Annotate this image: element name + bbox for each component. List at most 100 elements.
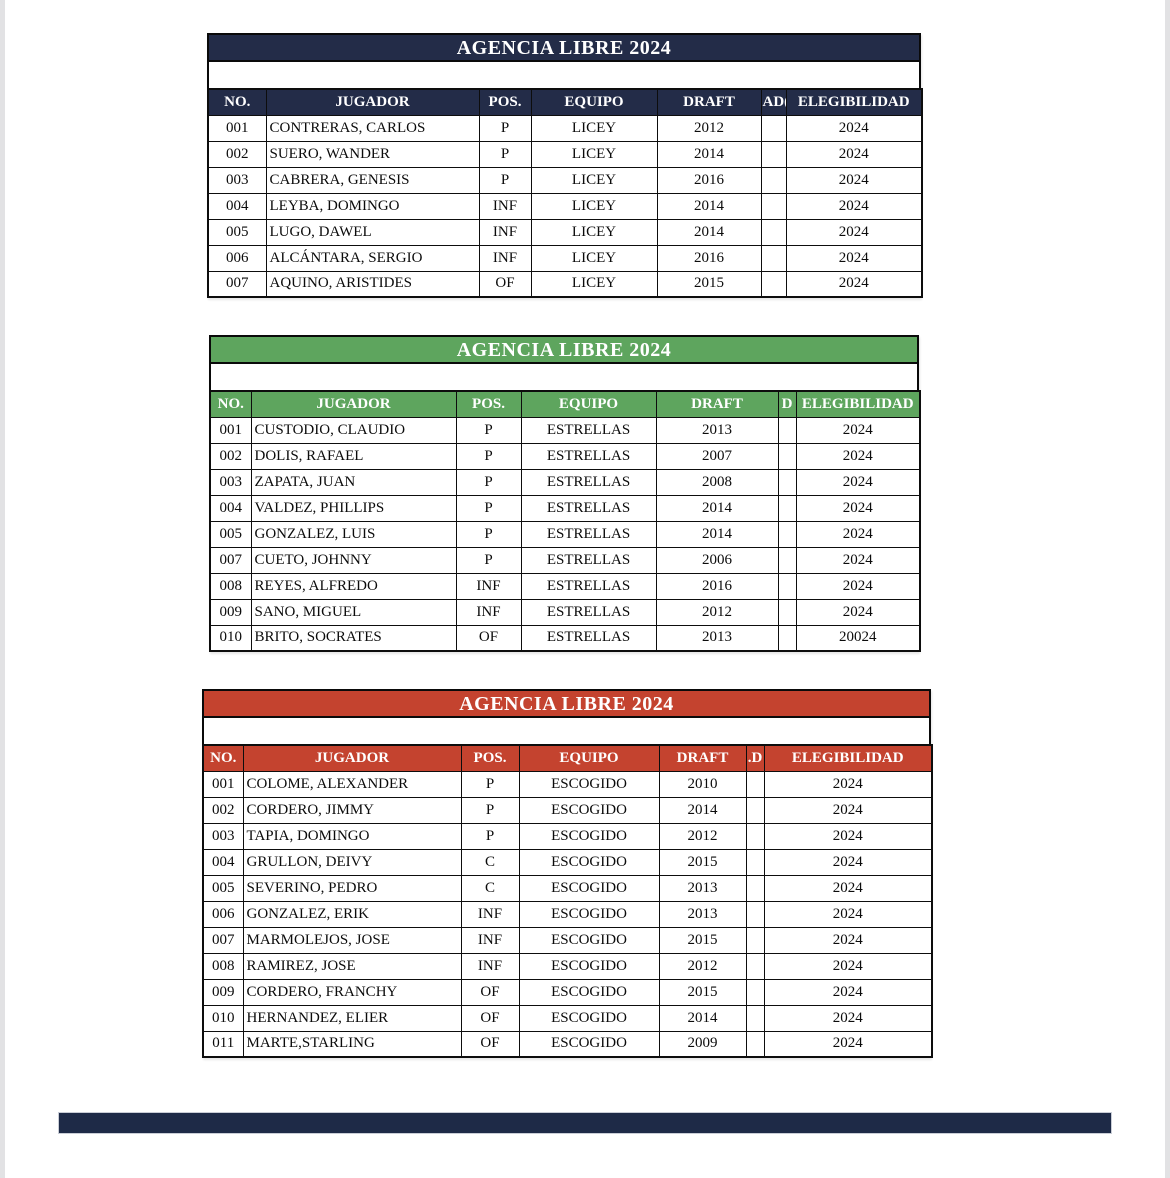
cell: ESTRELLAS	[520, 624, 657, 652]
cell: 2014	[656, 218, 762, 246]
cell: 2024	[763, 1030, 933, 1058]
table-row: 002 SUERO, WANDER P LICEY 2014 2024	[207, 140, 923, 168]
cell: ZAPATA, JUAN	[250, 468, 457, 496]
cell	[760, 244, 787, 272]
cell: BRITO, SOCRATES	[250, 624, 457, 652]
left-edge-strip	[0, 0, 5, 1178]
cell: 2012	[658, 952, 747, 980]
column-header-d: .D	[745, 744, 765, 772]
cell: 002	[209, 442, 252, 470]
cell: MARMOLEJOS, JOSE	[242, 926, 462, 954]
cell: ESTRELLAS	[520, 494, 657, 522]
cell: 007	[207, 270, 267, 298]
table-row: 003 ZAPATA, JUAN P ESTRELLAS 2008 2024	[209, 468, 921, 496]
column-header-draft: DRAFT	[656, 88, 762, 116]
cell	[777, 598, 797, 626]
cell: 007	[209, 546, 252, 574]
table-row: 011 MARTE,STARLING OF ESCOGIDO 2009 2024	[202, 1030, 933, 1058]
cell: 005	[209, 520, 252, 548]
column-header-jugador: JUGADOR	[250, 390, 457, 418]
cell: 2024	[763, 770, 933, 798]
cell: ESCOGIDO	[518, 848, 660, 876]
cell: REYES, ALFREDO	[250, 572, 457, 600]
cell: P	[478, 140, 532, 168]
cell: 2024	[795, 416, 921, 444]
cell: 2009	[658, 1030, 747, 1058]
table-row: 008 RAMIREZ, JOSE INF ESCOGIDO 2012 2024	[202, 952, 933, 980]
cell: 002	[202, 796, 244, 824]
cell: 2024	[785, 218, 923, 246]
cell: 2024	[785, 140, 923, 168]
cell	[745, 796, 765, 824]
table-title-bar: AGENCIA LIBRE 2024	[209, 335, 919, 364]
spacer-row	[202, 718, 931, 744]
table-row: 003 TAPIA, DOMINGO P ESCOGIDO 2012 2024	[202, 822, 933, 850]
cell: P	[460, 770, 520, 798]
cell: OF	[460, 1030, 520, 1058]
cell: 2024	[763, 952, 933, 980]
table-row: 004 VALDEZ, PHILLIPS P ESTRELLAS 2014 2024	[209, 494, 921, 522]
table-row: 004 GRULLON, DEIVY C ESCOGIDO 2015 2024	[202, 848, 933, 876]
cell: INF	[460, 952, 520, 980]
cell: SEVERINO, PEDRO	[242, 874, 462, 902]
cell: ESCOGIDO	[518, 796, 660, 824]
cell: LICEY	[530, 114, 658, 142]
cell: MARTE,STARLING	[242, 1030, 462, 1058]
cell	[777, 442, 797, 470]
cell: VALDEZ, PHILLIPS	[250, 494, 457, 522]
cell: P	[478, 114, 532, 142]
column-header-jugador: JUGADOR	[242, 744, 462, 772]
cell: INF	[460, 900, 520, 928]
column-header-d: D	[777, 390, 797, 418]
cell: 009	[202, 978, 244, 1006]
cell: P	[455, 494, 522, 522]
table-row: 001 CUSTODIO, CLAUDIO P ESTRELLAS 2013 2024	[209, 416, 921, 444]
cell: 2015	[658, 926, 747, 954]
cell	[745, 848, 765, 876]
cell: GONZALEZ, LUIS	[250, 520, 457, 548]
cell: 008	[202, 952, 244, 980]
cell	[777, 520, 797, 548]
cell	[745, 900, 765, 928]
cell: OF	[455, 624, 522, 652]
table-title-bar: AGENCIA LIBRE 2024	[202, 689, 931, 718]
cell	[745, 874, 765, 902]
table-row: 009 CORDERO, FRANCHY OF ESCOGIDO 2015 2024	[202, 978, 933, 1006]
cell: P	[460, 822, 520, 850]
cell: ESTRELLAS	[520, 416, 657, 444]
cell: 010	[202, 1004, 244, 1032]
cell: 004	[202, 848, 244, 876]
column-header-pos: POS.	[460, 744, 520, 772]
cell: DOLIS, RAFAEL	[250, 442, 457, 470]
table-row: 007 CUETO, JOHNNY P ESTRELLAS 2006 2024	[209, 546, 921, 574]
cell: GONZALEZ, ERIK	[242, 900, 462, 928]
table-row: 009 SANO, MIGUEL INF ESTRELLAS 2012 2024	[209, 598, 921, 626]
cell: CABRERA, GENESIS	[265, 166, 480, 194]
cell: LEYBA, DOMINGO	[265, 192, 480, 220]
cell: 2013	[658, 874, 747, 902]
column-header-no: NO.	[202, 744, 244, 772]
cell	[777, 546, 797, 574]
column-header-no: NO.	[209, 390, 252, 418]
column-header-draft: DRAFT	[658, 744, 747, 772]
column-header-elegibilidad: ELEGIBILIDAD	[795, 390, 921, 418]
cell: INF	[478, 218, 532, 246]
cell: SANO, MIGUEL	[250, 598, 457, 626]
cell: RAMIREZ, JOSE	[242, 952, 462, 980]
table-title-bar: AGENCIA LIBRE 2024	[207, 33, 921, 62]
cell: 003	[209, 468, 252, 496]
cell: ESTRELLAS	[520, 598, 657, 626]
cell	[745, 822, 765, 850]
roster-table: NO. JUGADOR POS. EQUIPO DRAFT D ELEGIBILIDAD 0…	[209, 390, 921, 652]
cell: 2014	[656, 140, 762, 168]
cell: ESCOGIDO	[518, 874, 660, 902]
table-row: 001 CONTRERAS, CARLOS P LICEY 2012 2024	[207, 114, 923, 142]
cell: LICEY	[530, 244, 658, 272]
cell: 2024	[795, 546, 921, 574]
cell: INF	[478, 244, 532, 272]
cell: LICEY	[530, 218, 658, 246]
cell: 2024	[763, 874, 933, 902]
cell: OF	[460, 1004, 520, 1032]
cell: 2015	[656, 270, 762, 298]
table-row: 005 GONZALEZ, LUIS P ESTRELLAS 2014 2024	[209, 520, 921, 548]
